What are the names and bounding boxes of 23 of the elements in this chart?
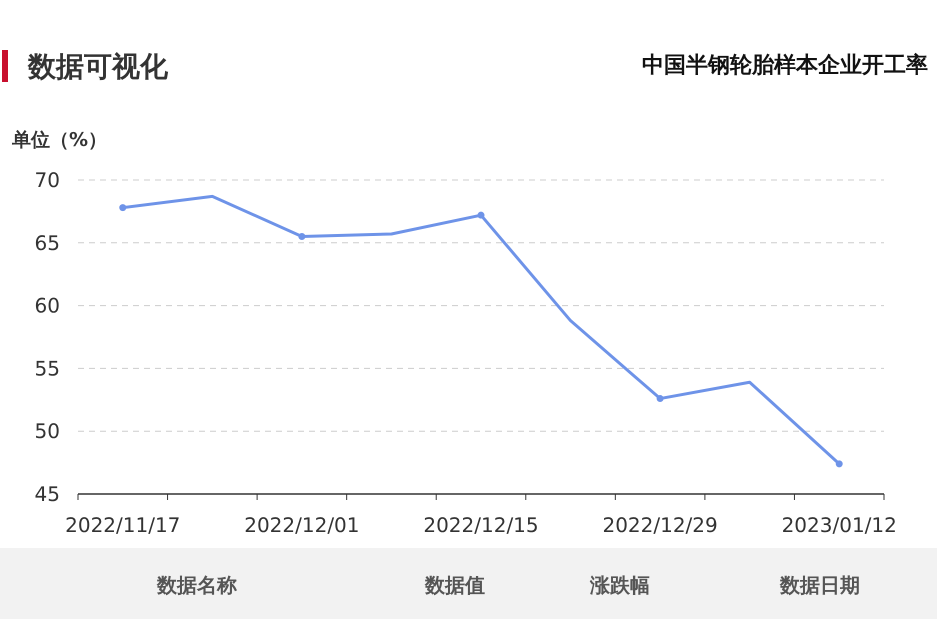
y-axis-title: 单位（%）	[11, 129, 108, 151]
x-tick-label: 2022/12/29	[602, 513, 718, 537]
y-tick-label: 70	[34, 168, 60, 192]
chart-title: 中国半钢轮胎样本企业开工率	[642, 52, 928, 78]
y-tick-label: 50	[34, 419, 60, 444]
x-tick-label: 2022/12/01	[244, 513, 360, 537]
point	[119, 204, 126, 212]
x-tick-label: 2023/01/12	[782, 513, 897, 537]
y-tick-label: 65	[34, 230, 60, 255]
text: 数据值	[424, 573, 485, 597]
text: 数据名称	[156, 573, 237, 597]
text: 数据日期	[779, 573, 860, 597]
point	[298, 233, 306, 240]
point	[836, 460, 843, 468]
point	[656, 395, 664, 402]
text: 数据可视化	[27, 50, 169, 83]
x-tick-label: 2022/12/15	[423, 513, 539, 537]
text: 涨跌幅	[589, 573, 650, 597]
y-tick-label: 60	[34, 294, 60, 318]
point	[478, 212, 484, 219]
y-tick-label: 45	[34, 482, 60, 506]
y-tick-label: 55	[34, 356, 60, 380]
x-tick-label: 2022/11/17	[65, 513, 180, 537]
